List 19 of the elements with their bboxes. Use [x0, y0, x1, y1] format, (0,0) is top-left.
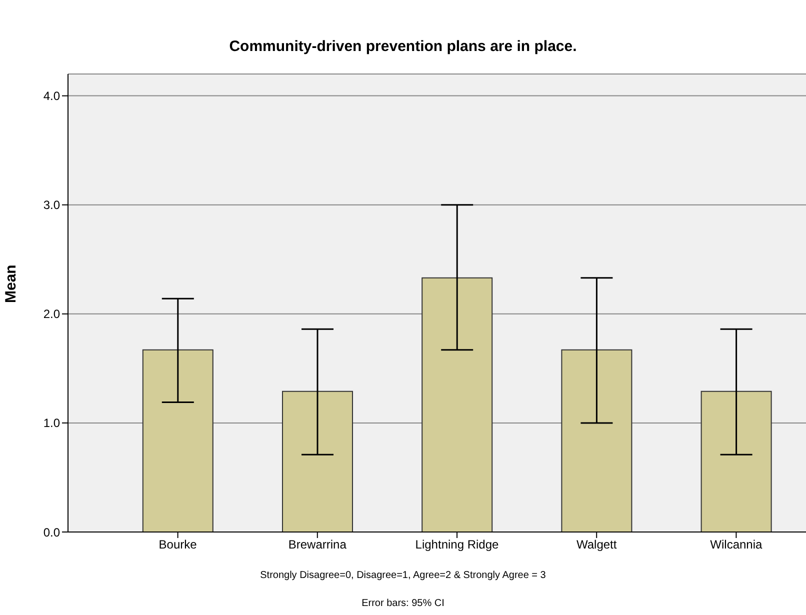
x-tick-label: Bourke — [158, 538, 198, 552]
bar — [282, 390, 353, 532]
x-tick-label: Walgett — [576, 538, 618, 552]
x-tick-label: Brewarrina — [288, 538, 347, 552]
x-tick-label: Lightning Ridge — [415, 538, 500, 552]
y-tick-label: 0.0 — [43, 525, 60, 540]
y-axis-title: Mean — [2, 264, 20, 303]
text: Error bars: 95% CI — [360, 598, 446, 609]
text: Strongly Disagree=0, Disagree=1, Agree=2 & Strongly Agree = 3 — [259, 570, 547, 581]
bar — [700, 390, 772, 532]
y-tick-label: 2.0 — [43, 307, 60, 322]
y-tick-label: 4.0 — [43, 89, 60, 104]
bar — [142, 349, 214, 532]
chart-title: Community-driven prevention plans are in place. — [228, 38, 578, 55]
y-tick-label: 3.0 — [43, 198, 60, 212]
x-tick-label: Wilcannia — [710, 538, 763, 552]
bar — [561, 349, 632, 532]
bar — [422, 277, 493, 532]
y-tick-label: 1.0 — [43, 416, 60, 430]
